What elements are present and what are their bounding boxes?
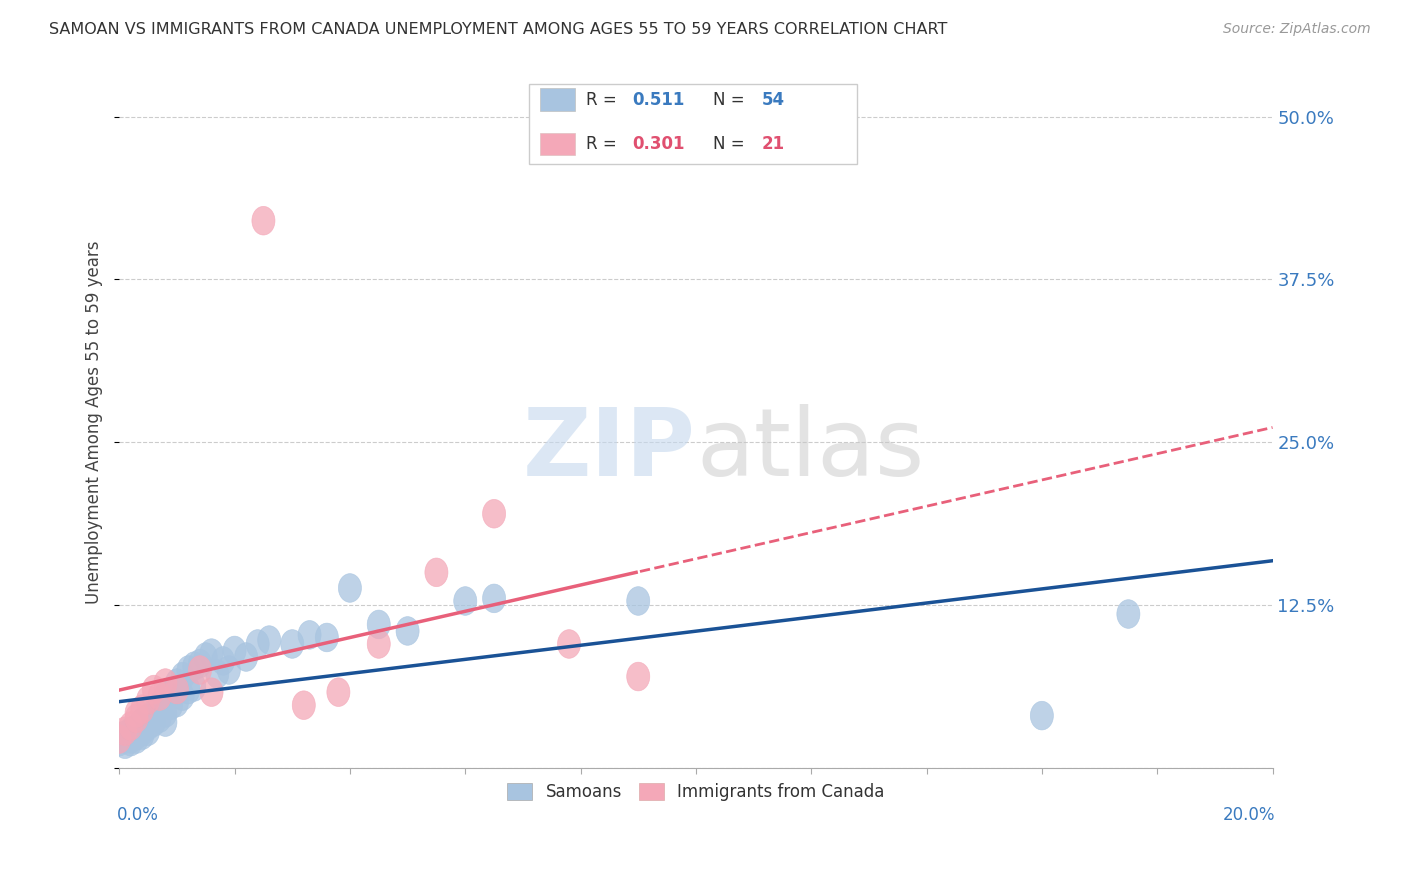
FancyBboxPatch shape xyxy=(540,133,575,155)
Ellipse shape xyxy=(131,707,153,737)
Ellipse shape xyxy=(166,689,188,717)
Ellipse shape xyxy=(108,724,131,754)
Ellipse shape xyxy=(136,717,160,746)
Ellipse shape xyxy=(131,695,153,723)
Ellipse shape xyxy=(114,730,136,758)
Ellipse shape xyxy=(281,630,304,658)
Ellipse shape xyxy=(482,584,506,613)
Ellipse shape xyxy=(205,659,229,689)
Ellipse shape xyxy=(627,662,650,691)
Ellipse shape xyxy=(200,678,224,706)
Text: atlas: atlas xyxy=(696,404,924,496)
Text: 20.0%: 20.0% xyxy=(1222,805,1275,823)
Text: Source: ZipAtlas.com: Source: ZipAtlas.com xyxy=(1223,22,1371,37)
Ellipse shape xyxy=(425,558,449,587)
Ellipse shape xyxy=(148,691,172,720)
Ellipse shape xyxy=(166,669,188,698)
Ellipse shape xyxy=(131,717,153,746)
Ellipse shape xyxy=(367,630,391,658)
Y-axis label: Unemployment Among Ages 55 to 59 years: Unemployment Among Ages 55 to 59 years xyxy=(86,241,103,604)
Ellipse shape xyxy=(1031,701,1053,730)
Ellipse shape xyxy=(396,616,419,645)
Ellipse shape xyxy=(108,727,131,756)
Ellipse shape xyxy=(177,656,200,684)
Legend: Samoans, Immigrants from Canada: Samoans, Immigrants from Canada xyxy=(501,776,891,807)
Ellipse shape xyxy=(166,675,188,704)
Text: SAMOAN VS IMMIGRANTS FROM CANADA UNEMPLOYMENT AMONG AGES 55 TO 59 YEARS CORRELAT: SAMOAN VS IMMIGRANTS FROM CANADA UNEMPLO… xyxy=(49,22,948,37)
Ellipse shape xyxy=(246,630,269,658)
Ellipse shape xyxy=(131,721,153,749)
Ellipse shape xyxy=(188,656,211,684)
Ellipse shape xyxy=(172,662,194,691)
Ellipse shape xyxy=(257,626,281,655)
Ellipse shape xyxy=(125,698,148,727)
Ellipse shape xyxy=(125,721,148,749)
Ellipse shape xyxy=(153,698,177,727)
Ellipse shape xyxy=(218,656,240,684)
Text: 21: 21 xyxy=(762,136,785,153)
Ellipse shape xyxy=(136,712,160,740)
Ellipse shape xyxy=(125,724,148,754)
Ellipse shape xyxy=(148,704,172,732)
Ellipse shape xyxy=(120,727,142,756)
Ellipse shape xyxy=(153,707,177,737)
Ellipse shape xyxy=(454,587,477,615)
Text: 0.0%: 0.0% xyxy=(117,805,159,823)
Text: R =: R = xyxy=(586,90,623,109)
Ellipse shape xyxy=(211,647,235,675)
Ellipse shape xyxy=(160,678,183,706)
Ellipse shape xyxy=(142,707,166,737)
Ellipse shape xyxy=(298,621,321,649)
Ellipse shape xyxy=(125,714,148,743)
Ellipse shape xyxy=(367,610,391,639)
Text: R =: R = xyxy=(586,136,623,153)
Ellipse shape xyxy=(224,636,246,665)
Ellipse shape xyxy=(183,652,205,681)
Ellipse shape xyxy=(125,704,148,732)
Ellipse shape xyxy=(339,574,361,602)
Ellipse shape xyxy=(188,649,211,678)
Ellipse shape xyxy=(136,704,160,732)
Ellipse shape xyxy=(120,724,142,754)
Text: N =: N = xyxy=(713,90,749,109)
Ellipse shape xyxy=(114,717,136,746)
Text: N =: N = xyxy=(713,136,749,153)
Text: 54: 54 xyxy=(762,90,785,109)
Ellipse shape xyxy=(142,675,166,704)
FancyBboxPatch shape xyxy=(529,85,858,164)
Ellipse shape xyxy=(136,686,160,714)
FancyBboxPatch shape xyxy=(540,88,575,111)
Text: 0.511: 0.511 xyxy=(633,90,685,109)
Ellipse shape xyxy=(114,721,136,749)
Ellipse shape xyxy=(292,691,315,720)
Ellipse shape xyxy=(200,639,224,667)
Ellipse shape xyxy=(627,587,650,615)
Ellipse shape xyxy=(160,691,183,720)
Ellipse shape xyxy=(235,642,257,672)
Ellipse shape xyxy=(120,712,142,740)
Text: 0.301: 0.301 xyxy=(633,136,685,153)
Ellipse shape xyxy=(114,724,136,754)
Ellipse shape xyxy=(172,681,194,710)
Ellipse shape xyxy=(315,624,339,652)
Ellipse shape xyxy=(482,500,506,528)
Ellipse shape xyxy=(148,681,172,710)
Ellipse shape xyxy=(153,681,177,710)
Text: ZIP: ZIP xyxy=(523,404,696,496)
Ellipse shape xyxy=(194,642,218,672)
Ellipse shape xyxy=(120,717,142,746)
Ellipse shape xyxy=(558,630,581,658)
Ellipse shape xyxy=(252,206,276,235)
Ellipse shape xyxy=(153,669,177,698)
Ellipse shape xyxy=(142,698,166,727)
Ellipse shape xyxy=(326,678,350,706)
Ellipse shape xyxy=(183,673,205,701)
Ellipse shape xyxy=(177,675,200,704)
Ellipse shape xyxy=(1116,599,1140,628)
